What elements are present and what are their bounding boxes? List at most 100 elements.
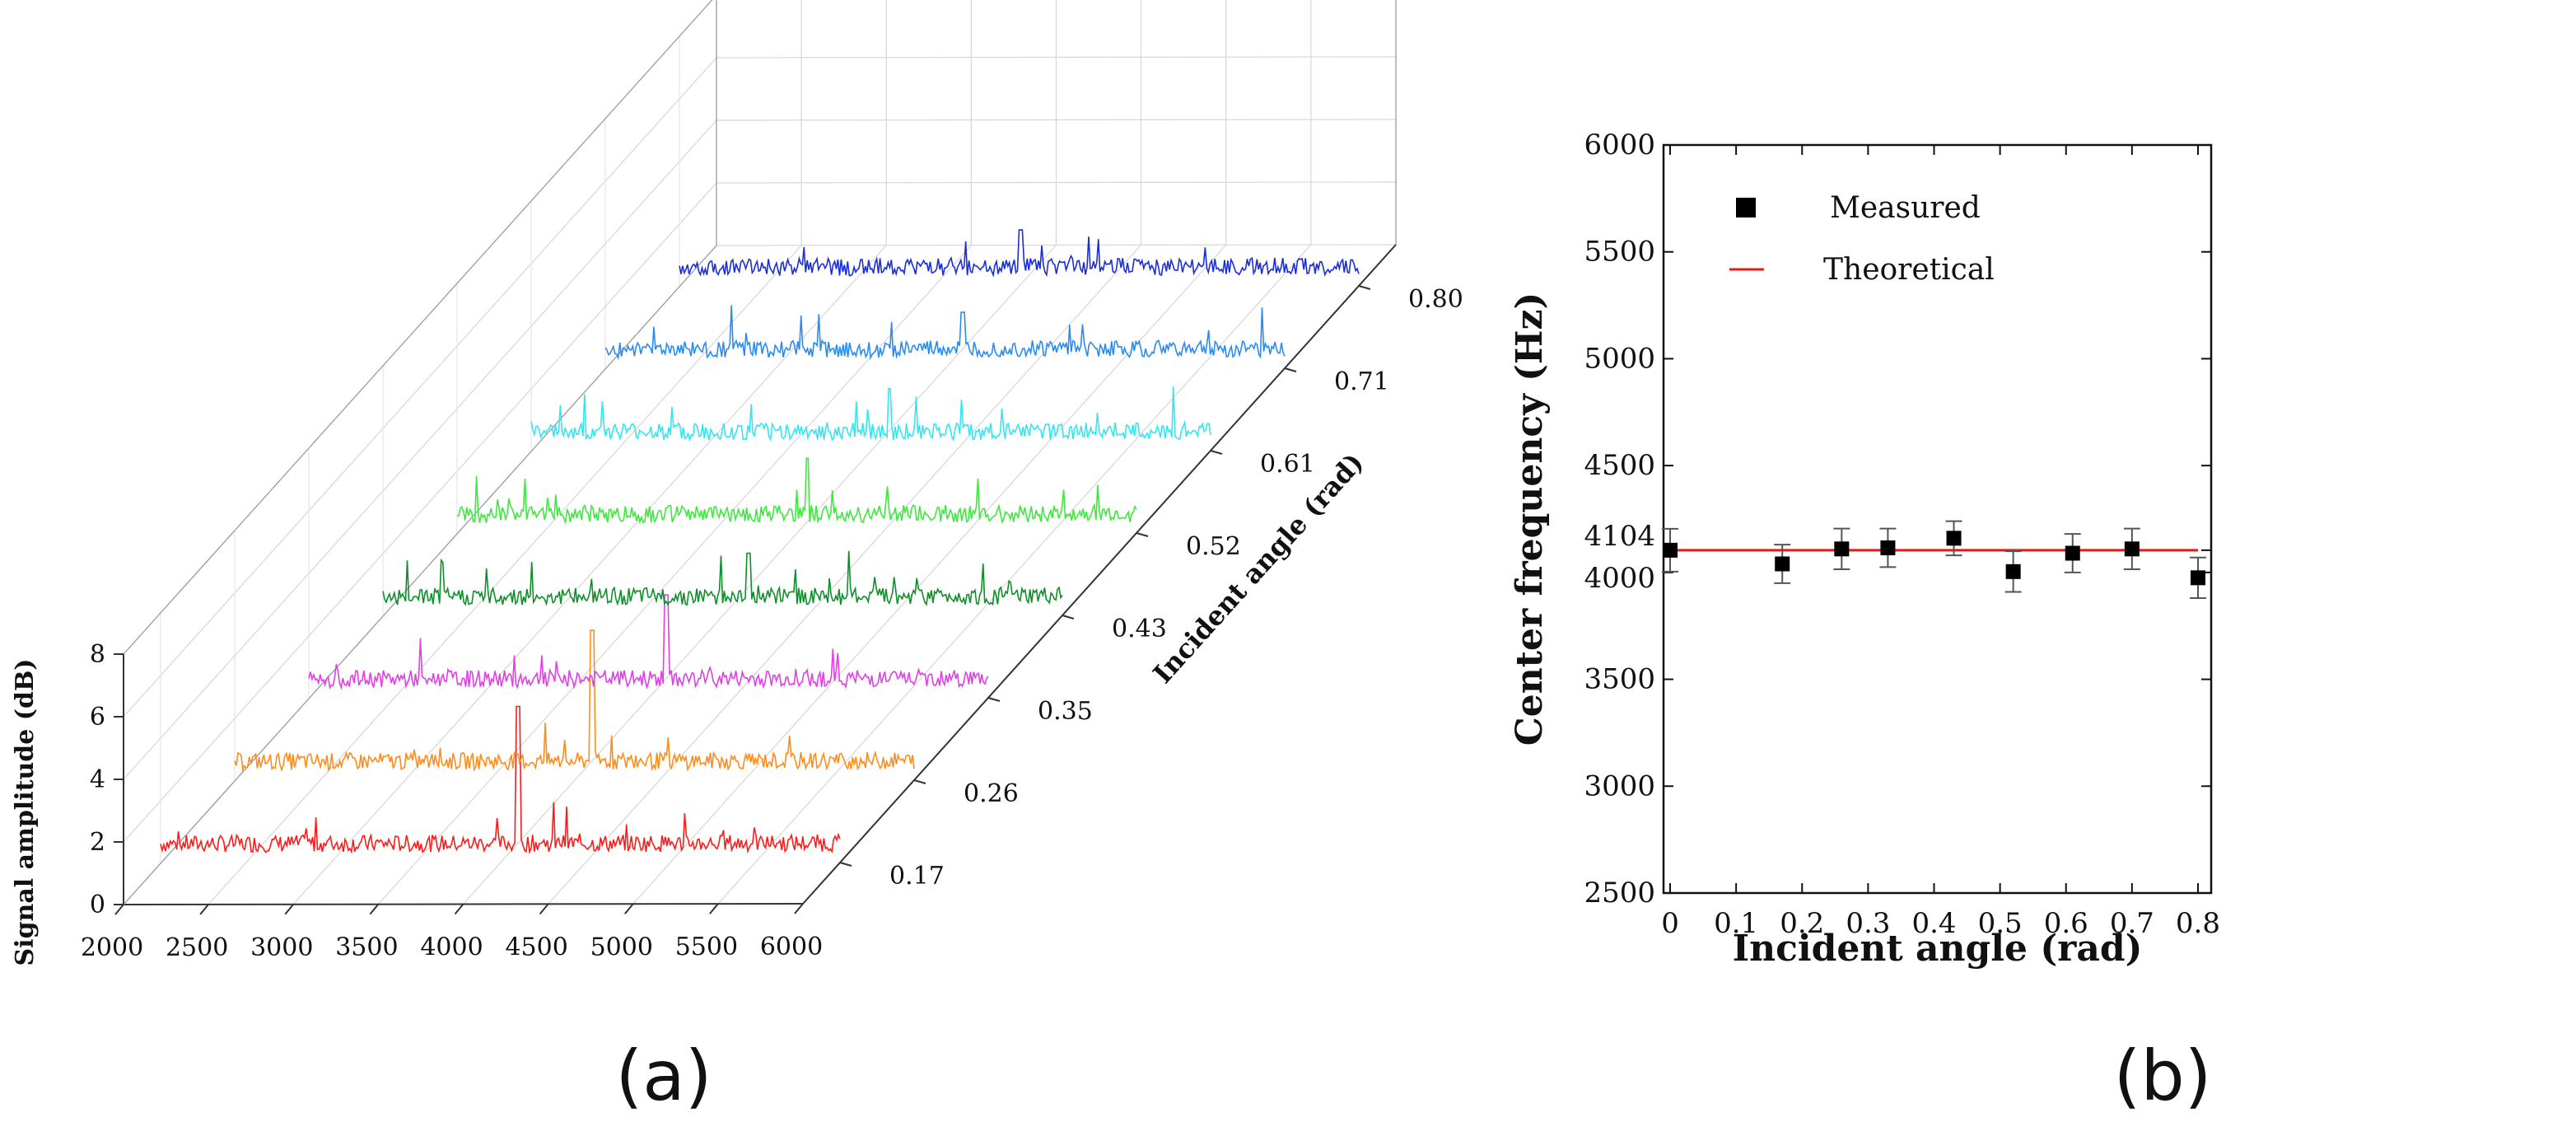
y-tick-label: 4104	[1584, 520, 1655, 553]
y-tick-label: 4	[90, 765, 105, 794]
x-tick-label: 3000	[250, 933, 313, 962]
x-tick-label: 0.3	[1846, 907, 1890, 940]
measured-point	[2190, 570, 2205, 586]
floor-grid-line	[463, 245, 1057, 905]
x-tick	[623, 903, 634, 914]
depth-tick-label: 0.80	[1408, 285, 1463, 314]
back-wall-h-grid-line	[716, 56, 1397, 58]
y-tick-label: 4500	[1584, 449, 1655, 482]
floor-grid-line	[292, 245, 887, 905]
left-wall-grid-line	[123, 182, 717, 843]
depth-tick	[1284, 367, 1297, 372]
x-tick-label: 0.2	[1780, 907, 1824, 940]
back-wall-h-grid-line	[716, 244, 1397, 246]
x-axis-label: Incident angle (rad)	[1733, 928, 2143, 970]
x-tick-label: 3500	[335, 933, 398, 962]
depth-axis-line	[802, 244, 1397, 905]
x-tick-label: 0.8	[2176, 907, 2220, 940]
y-tick-label: 6000	[1584, 129, 1655, 161]
panel-a-3d-spectra: 2000 2500 3000 3500 4000 4500 5000 5500 6000 0 2 4 6…	[11, 0, 1463, 966]
caption-b: (b)	[2114, 1036, 2212, 1116]
series-line-0.26	[234, 629, 915, 773]
floor-grid-line	[717, 244, 1312, 905]
x-tick-label: 5000	[590, 933, 653, 961]
depth-tick-label: 0.43	[1112, 615, 1167, 643]
depth-tick	[987, 697, 1001, 702]
measured-point	[1663, 542, 1678, 558]
back-wall-h-grid-line	[716, 119, 1397, 121]
x-tick-label: 0.6	[2044, 907, 2088, 940]
y-tick-label: 6	[90, 703, 105, 732]
series-line-0.61	[530, 386, 1211, 442]
x-tick-label: 6000	[760, 933, 823, 961]
depth-tick	[1062, 615, 1075, 620]
x-tick-label: 0.7	[2110, 907, 2154, 940]
measured-point	[2065, 545, 2080, 561]
measured-point	[1775, 556, 1790, 572]
left-wall-grid-line	[123, 57, 717, 718]
left-wall-grid-line	[123, 119, 717, 780]
y-tick-label: 8	[90, 640, 105, 669]
x-tick-label: 0.4	[1911, 907, 1956, 940]
x-tick	[794, 903, 804, 914]
depth-tick-label: 0.61	[1260, 450, 1315, 479]
depth-tick-label: 0.52	[1186, 532, 1241, 561]
legend-measured-marker	[1736, 198, 1756, 217]
y-tick-label: 2	[90, 828, 105, 857]
y-tick-label: 2500	[1584, 877, 1655, 910]
x-tick	[369, 903, 380, 915]
y-tick-label: 3000	[1584, 769, 1655, 802]
x-tick-label: 0.5	[1978, 907, 2023, 940]
x-tick	[114, 904, 124, 915]
caption-a: (a)	[615, 1036, 712, 1116]
depth-tick-label: 0.26	[964, 779, 1019, 808]
plot-frame	[1662, 143, 2213, 895]
measured-point	[2124, 541, 2140, 557]
y-tick-label: 5000	[1584, 342, 1655, 375]
y-tick-label: 5500	[1584, 236, 1655, 269]
depth-tick-label: 0.71	[1334, 367, 1389, 396]
x-tick	[199, 904, 209, 915]
left-floor-edge	[123, 245, 717, 905]
x-tick	[284, 904, 295, 915]
y-tick-label: 4000	[1584, 562, 1655, 595]
series-line-0.43	[382, 550, 1063, 606]
depth-tick	[1358, 285, 1371, 290]
x-tick-label: 2500	[166, 933, 228, 962]
x-tick-label: 4500	[505, 933, 567, 961]
left-top-edge	[123, 0, 713, 655]
depth-tick-label: 0.35	[1038, 697, 1093, 726]
x-tick	[454, 903, 464, 915]
back-wall-h-grid-line	[716, 181, 1397, 184]
x-tick	[539, 903, 549, 915]
floor-grid-line	[377, 245, 972, 905]
legend-theoretical-label: Theoretical	[1823, 253, 1995, 287]
depth-tick	[839, 862, 852, 867]
x-tick-label: 0.1	[1714, 907, 1758, 940]
floor-grid-line	[208, 245, 802, 905]
depth-tick	[1136, 532, 1149, 537]
y-axis-label: Signal amplitude (dB)	[11, 659, 40, 966]
left-wall-grid-line	[123, 0, 713, 655]
x-tick	[709, 903, 719, 914]
floor-grid-line	[548, 244, 1142, 905]
depth-tick-label: 0.17	[889, 862, 945, 891]
x-tick-label: 0	[1661, 907, 1679, 940]
series-line-0.17	[160, 705, 841, 854]
x-tick-label: 5500	[675, 933, 738, 961]
y-axis-label: Center frequency (Hz)	[1509, 292, 1551, 746]
depth-tick	[913, 779, 926, 784]
y-tick-label: 0	[90, 891, 105, 919]
series-line-0.71	[604, 305, 1286, 361]
x-tick-label: 4000	[420, 933, 483, 962]
series-line-0.52	[456, 457, 1137, 526]
depth-tick	[1210, 450, 1223, 455]
measured-point	[1946, 531, 1962, 546]
measured-point	[1834, 541, 1850, 557]
series-line-0.80	[679, 229, 1360, 278]
measured-point	[1880, 540, 1896, 556]
legend-measured-label: Measured	[1830, 191, 1981, 225]
measured-point	[2005, 563, 2021, 579]
series-line-0.35	[308, 594, 989, 690]
